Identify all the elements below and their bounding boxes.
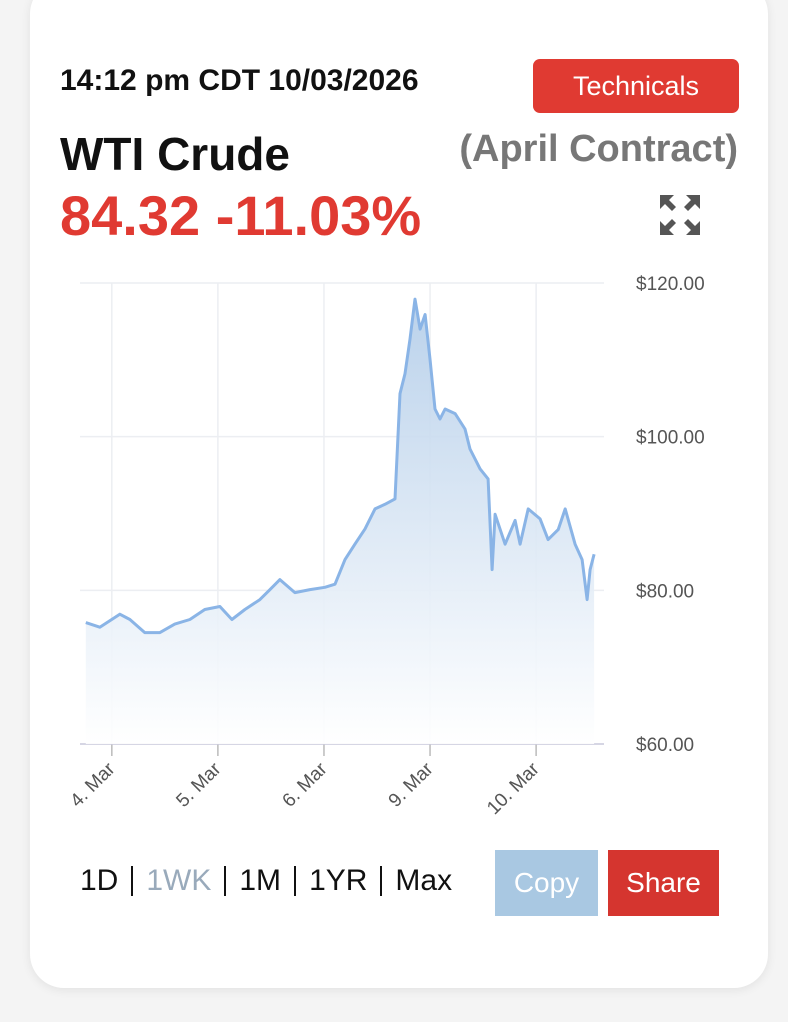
area-fill bbox=[85, 299, 595, 744]
y-tick-label: $120.00 bbox=[636, 274, 705, 295]
quote: 84.32 -11.03% bbox=[60, 183, 421, 248]
x-tick-label: 4. Mar bbox=[66, 758, 119, 811]
range-option[interactable]: Max bbox=[380, 866, 465, 896]
range-option[interactable]: 1D bbox=[80, 864, 119, 897]
range-option[interactable]: 1WK bbox=[131, 866, 224, 896]
price-line bbox=[85, 297, 596, 635]
x-tick-label: 5. Mar bbox=[172, 758, 225, 811]
y-tick-label: $60.00 bbox=[636, 735, 694, 756]
y-tick-label: $80.00 bbox=[636, 581, 694, 602]
instrument-name: WTI Crude bbox=[60, 128, 290, 180]
timestamp: 14:12 pm CDT 10/03/2026 bbox=[60, 64, 419, 97]
contract-label: (April Contract) bbox=[459, 128, 738, 170]
y-tick-label: $100.00 bbox=[636, 428, 705, 449]
technicals-button[interactable]: Technicals bbox=[533, 59, 739, 113]
price: 84.32 bbox=[60, 184, 201, 247]
expand-icon[interactable] bbox=[658, 193, 702, 237]
x-tick-label: 9. Mar bbox=[385, 758, 438, 811]
copy-button[interactable]: Copy bbox=[495, 850, 598, 916]
x-tick-label: 6. Mar bbox=[279, 758, 332, 811]
range-option[interactable]: 1YR bbox=[294, 866, 380, 896]
range-option[interactable]: 1M bbox=[224, 866, 294, 896]
share-button[interactable]: Share bbox=[608, 850, 719, 916]
range-selector: 1D 1WK 1M 1YR Max bbox=[80, 866, 465, 896]
x-tick-label: 10. Mar bbox=[483, 758, 544, 819]
price-chart: $60.00 $80.00 $100.00 $120.00 4. Mar 5. Mar 6.… bbox=[66, 274, 705, 819]
change: -11.03% bbox=[215, 184, 422, 247]
